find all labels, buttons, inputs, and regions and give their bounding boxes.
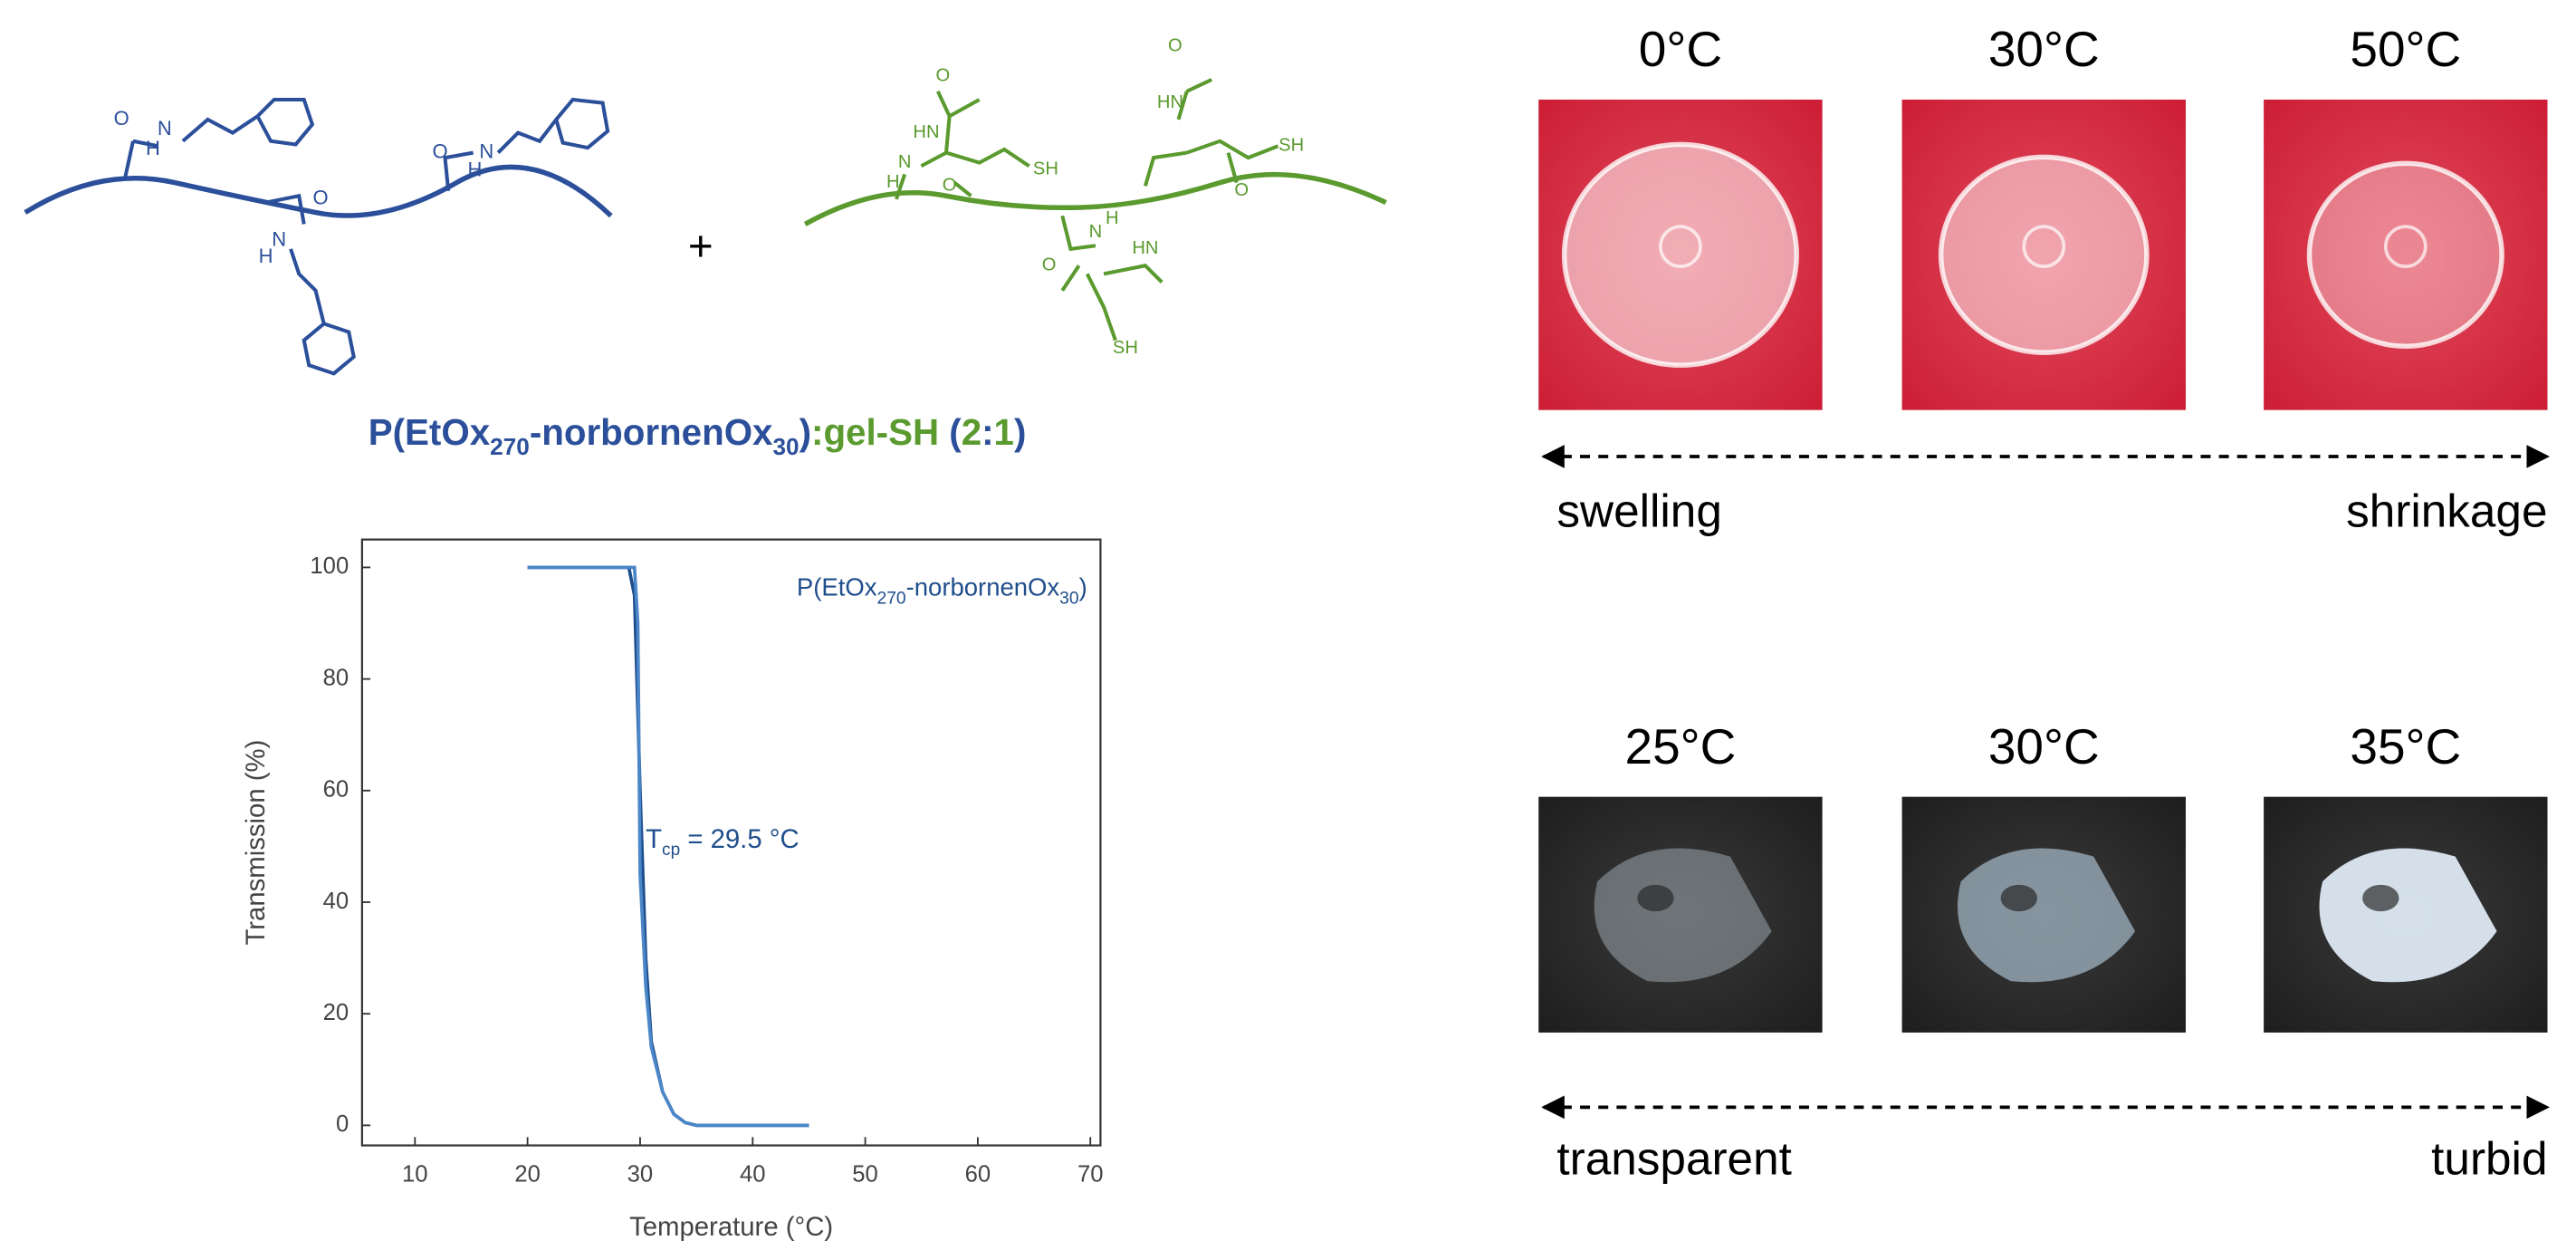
temperature-label: 25°C (1625, 718, 1737, 774)
gel-hole (2000, 884, 2037, 912)
blue-structure (24, 97, 613, 376)
gel-hole (1637, 884, 1674, 912)
scale-label-left: transparent (1556, 1132, 1792, 1184)
gel-center (2383, 225, 2428, 268)
caption-part: ) (1014, 412, 1026, 453)
x-tick-label: 20 (514, 1161, 541, 1187)
caption-part: ) (800, 412, 811, 453)
annotation-part: T (646, 824, 662, 854)
gel (2306, 160, 2504, 350)
atom-label: O (1042, 255, 1057, 275)
atom-label: O (312, 187, 328, 209)
caption-part: :gel-SH (811, 412, 939, 453)
caption-part: 30 (772, 433, 799, 460)
x-tick-label: 60 (965, 1161, 991, 1187)
gel (1957, 848, 2136, 983)
annotation-part: = 29.5 °C (680, 824, 800, 854)
gel-center (1659, 225, 1702, 268)
atom-label: H (146, 137, 160, 159)
atom-label: H (468, 159, 483, 181)
annotation-part: cp (662, 841, 680, 860)
gel-center (2022, 225, 2066, 268)
x-tick-label: 30 (627, 1161, 654, 1187)
atom-label: H (1106, 208, 1119, 228)
atom-label: O (943, 176, 957, 196)
atom-label: HN (913, 122, 939, 142)
atom-label: N (898, 152, 912, 172)
green-structure (803, 78, 1387, 341)
atom-label: N (272, 228, 286, 251)
temperature-label: 50°C (2350, 21, 2461, 77)
atom-label: HN (1157, 92, 1183, 112)
atom-label: N (158, 117, 172, 139)
caption-part: -norbornenOx (530, 412, 773, 453)
caption-part: 2 (962, 412, 982, 453)
atom-label: SH (1033, 159, 1058, 178)
data-line (527, 565, 809, 1128)
y-axis-label: Transmission (%) (241, 740, 271, 946)
atom-label: SH (1113, 338, 1138, 358)
x-tick-label: 70 (1077, 1161, 1104, 1187)
atom-label: O (114, 107, 129, 130)
temperature-label: 0°C (1639, 21, 1722, 77)
temperature-label: 30°C (1988, 718, 2100, 774)
caption-part: 1 (994, 412, 1014, 453)
gel (1561, 141, 1799, 368)
gel-hole (2362, 884, 2399, 912)
scheme-caption: P(EtOx270-norbornenOx30):gel-SH (2:1) (369, 412, 1027, 460)
x-tick-label: 40 (740, 1161, 766, 1187)
y-tick-label: 40 (323, 889, 350, 914)
atom-label: O (1234, 180, 1249, 200)
caption-part: 270 (490, 433, 530, 460)
y-tick-label: 20 (323, 1000, 350, 1025)
y-tick-label: 100 (310, 553, 349, 579)
scale-label-right: turbid (2431, 1132, 2547, 1184)
plus-sign: + (688, 222, 713, 270)
x-axis-label: Temperature (°C) (629, 1212, 833, 1242)
x-tick-label: 10 (402, 1161, 428, 1187)
x-tick-label: 50 (852, 1161, 878, 1187)
y-tick-label: 0 (336, 1111, 349, 1137)
atom-label: H (259, 245, 273, 267)
temperature-label: 35°C (2350, 718, 2461, 774)
gel (1938, 154, 2150, 356)
y-tick-label: 80 (323, 665, 350, 690)
annotation: Tcp = 29.5 °C (646, 824, 800, 860)
atom-label: N (1089, 222, 1103, 242)
atom-label: O (1168, 36, 1183, 56)
atom-label: SH (1278, 136, 1304, 156)
caption-part: P(EtOx (369, 412, 491, 453)
caption-part: ( (939, 412, 962, 453)
gel (2319, 848, 2497, 983)
atom-label: H (886, 172, 900, 192)
scale-label-right: shrinkage (2346, 486, 2547, 537)
temperature-label: 30°C (1988, 21, 2100, 77)
atom-label: O (432, 139, 447, 162)
atom-label: HN (1132, 238, 1158, 258)
atom-label: O (935, 66, 950, 86)
caption-part: : (982, 412, 993, 453)
y-tick-label: 60 (323, 777, 350, 803)
legend-label: P(EtOx270-norbornenOx30) (797, 573, 1087, 608)
gel (1594, 848, 1772, 983)
plot-frame (360, 538, 1102, 1147)
atom-label: N (479, 139, 493, 162)
scale-label-left: swelling (1556, 486, 1721, 537)
